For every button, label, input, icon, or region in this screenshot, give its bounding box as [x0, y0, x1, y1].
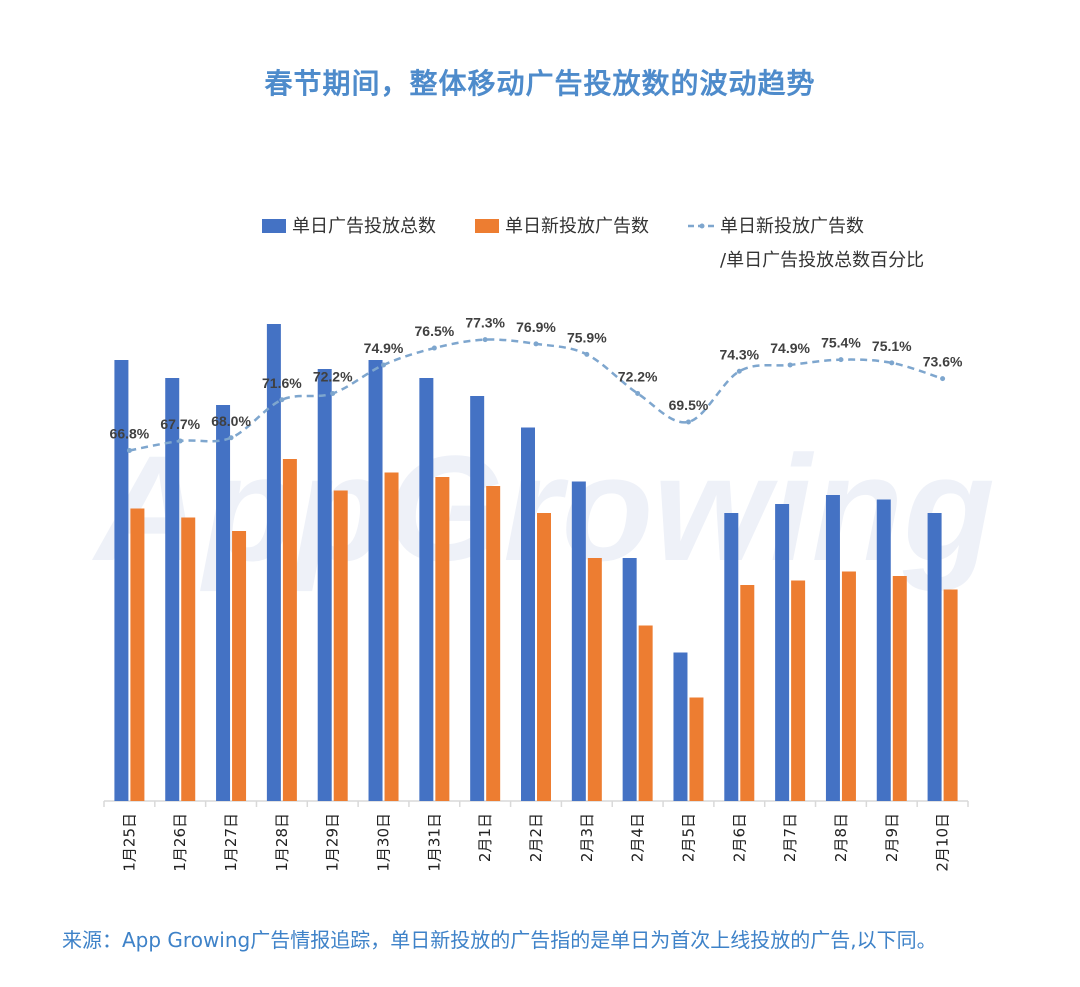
ratio-data-label: 77.3%: [465, 315, 505, 331]
ratio-data-label: 71.6%: [262, 375, 302, 391]
ratio-point: [584, 351, 590, 357]
bar-total: [419, 378, 434, 801]
x-tick-label: 1月25日: [120, 813, 138, 872]
bar-new: [537, 513, 551, 801]
x-tick-label: 1月30日: [375, 813, 393, 872]
legend-swatch-ratio-dot: [699, 223, 705, 229]
ratio-data-label: 73.6%: [923, 354, 963, 370]
bar-new: [943, 589, 958, 801]
legend-swatch-total: [262, 219, 286, 233]
ratio-data-label: 74.9%: [364, 340, 404, 356]
ratio-data-label: 68.0%: [211, 413, 251, 429]
bar-total: [317, 369, 332, 801]
bar-new: [638, 625, 653, 801]
x-tick-label: 1月27日: [222, 813, 240, 872]
ratio-data-label: 74.9%: [770, 340, 810, 356]
ratio-point: [533, 341, 539, 347]
legend: 单日广告投放总数 单日新投放广告数 单日新投放广告数 /单日广告投放总数百分比: [262, 216, 924, 271]
ratio-point: [736, 368, 742, 374]
bar-new: [740, 585, 755, 801]
ratio-point: [940, 376, 946, 382]
ratio-data-label: 75.4%: [821, 335, 861, 351]
bar-new: [689, 697, 704, 801]
x-tick-label: 1月28日: [273, 813, 291, 872]
x-tick-label: 2月1日: [476, 813, 494, 862]
bar-new: [791, 580, 806, 801]
bar-total: [927, 513, 942, 801]
ratio-point: [838, 357, 844, 363]
ratio-data-label: 66.8%: [110, 425, 150, 441]
legend-swatch-new: [475, 219, 499, 233]
ratio-data-label: 74.3%: [719, 346, 759, 362]
ratio-point: [126, 447, 132, 453]
x-tick-label: 2月9日: [883, 813, 901, 862]
x-tick-label: 2月2日: [527, 813, 545, 862]
ratio-point: [482, 337, 488, 343]
bar-new: [282, 459, 297, 801]
bar-new: [587, 558, 602, 801]
x-tick-label: 2月5日: [679, 813, 697, 862]
bar-total: [622, 558, 637, 801]
bar-total: [165, 378, 180, 801]
chart-title: 春节期间，整体移动广告投放数的波动趋势: [264, 67, 816, 100]
bar-new: [333, 490, 348, 801]
bar-total: [266, 324, 281, 801]
legend-label-total: 单日广告投放总数: [292, 216, 436, 237]
ratio-point: [685, 419, 691, 425]
bar-total: [571, 481, 586, 801]
x-tick-label: 2月6日: [730, 813, 748, 862]
bar-new: [181, 517, 196, 801]
bar-total: [775, 504, 790, 801]
ratio-data-label: 76.9%: [516, 319, 556, 335]
bar-total: [521, 427, 535, 801]
x-tick-label: 1月31日: [425, 813, 443, 872]
ratio-data-label: 72.2%: [313, 368, 353, 384]
ratio-data-label: 69.5%: [669, 397, 709, 413]
ratio-data-label: 75.9%: [567, 329, 607, 345]
bar-total: [825, 495, 840, 801]
ratio-point: [330, 390, 336, 396]
bar-total: [724, 513, 739, 801]
bar-total: [216, 405, 231, 801]
x-tick-label: 2月4日: [629, 813, 647, 862]
bar-total: [876, 499, 891, 801]
source-note: 来源：App Growing广告情报追踪，单日新投放的广告指的是单日为首次上线投…: [62, 928, 937, 952]
x-tick-label: 1月29日: [324, 813, 342, 872]
ratio-point: [381, 362, 387, 368]
bar-new: [130, 508, 145, 801]
x-tick-label: 2月10日: [934, 813, 952, 872]
bar-new: [384, 472, 399, 801]
bar-new: [232, 531, 247, 801]
bar-total: [368, 360, 383, 801]
bar-new: [486, 486, 501, 801]
ratio-point: [431, 345, 437, 351]
x-tick-label: 2月3日: [578, 813, 596, 862]
ratio-point: [635, 390, 641, 396]
ratio-data-label: 75.1%: [872, 338, 912, 354]
x-tick-label: 2月7日: [781, 813, 799, 862]
legend-label-ratio-line2: /单日广告投放总数百分比: [720, 250, 924, 271]
ratio-point: [177, 438, 183, 444]
ratio-data-label: 76.5%: [415, 323, 455, 339]
x-tick-label: 1月26日: [171, 813, 189, 872]
ratio-point: [279, 397, 285, 403]
bar-total: [114, 360, 129, 801]
bar-new: [435, 477, 450, 801]
legend-label-ratio-line1: 单日新投放广告数: [720, 216, 864, 237]
ratio-data-label: 67.7%: [160, 416, 200, 432]
bar-total: [470, 396, 485, 801]
bar-total: [673, 652, 688, 801]
legend-label-new: 单日新投放广告数: [505, 216, 649, 237]
ratio-point: [889, 360, 895, 366]
ratio-point: [787, 362, 793, 368]
ratio-point: [228, 435, 234, 441]
bar-new: [841, 571, 856, 801]
bar-new: [892, 576, 907, 801]
x-tick-label: 2月8日: [832, 813, 850, 862]
ratio-data-label: 72.2%: [618, 368, 658, 384]
